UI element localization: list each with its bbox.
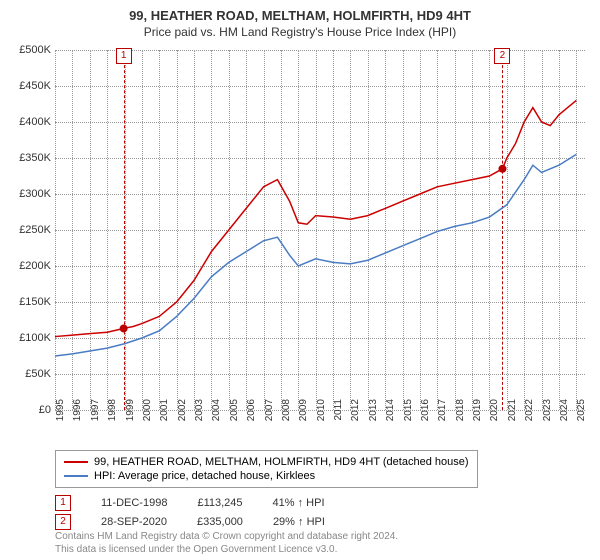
chart-container: 99, HEATHER ROAD, MELTHAM, HOLMFIRTH, HD… [0,0,600,560]
chart-subtitle: Price paid vs. HM Land Registry's House … [0,23,600,45]
legend-swatch [64,461,88,463]
legend-item: HPI: Average price, detached house, Kirk… [64,469,469,483]
sale-date: 28-SEP-2020 [101,516,167,528]
legend-item: 99, HEATHER ROAD, MELTHAM, HOLMFIRTH, HD… [64,455,469,469]
y-axis-label: £500K [1,44,51,56]
y-axis-label: £350K [1,152,51,164]
y-axis-label: £250K [1,224,51,236]
legend-label: HPI: Average price, detached house, Kirk… [94,470,315,482]
y-axis-label: £50K [1,368,51,380]
sale-date: 11-DEC-1998 [101,497,167,509]
sale-pct: 29% ↑ HPI [273,516,325,528]
property-line [55,100,576,336]
sale-marker-box: 2 [55,514,71,530]
legend-label: 99, HEATHER ROAD, MELTHAM, HOLMFIRTH, HD… [94,456,469,468]
sale-pct: 41% ↑ HPI [273,497,325,509]
sale-row: 2 28-SEP-2020 £335,000 29% ↑ HPI [55,514,325,530]
y-axis-label: £450K [1,80,51,92]
y-axis-label: £0 [1,404,51,416]
legend: 99, HEATHER ROAD, MELTHAM, HOLMFIRTH, HD… [55,450,478,488]
sale-marker-dot [120,324,128,332]
sale-price: £113,245 [197,497,242,509]
sale-marker-dot [498,165,506,173]
line-plot [55,50,585,410]
footer-line: This data is licensed under the Open Gov… [55,543,398,556]
legend-swatch [64,475,88,477]
sale-price: £335,000 [197,516,243,528]
y-axis-label: £100K [1,332,51,344]
footer-attribution: Contains HM Land Registry data © Crown c… [55,530,398,556]
plot-area: £0£50K£100K£150K£200K£250K£300K£350K£400… [55,50,585,410]
y-axis-label: £150K [1,296,51,308]
chart-title: 99, HEATHER ROAD, MELTHAM, HOLMFIRTH, HD… [0,0,600,23]
y-axis-label: £400K [1,116,51,128]
sale-row: 1 11-DEC-1998 £113,245 41% ↑ HPI [55,495,325,511]
y-axis-label: £200K [1,260,51,272]
y-axis-label: £300K [1,188,51,200]
footer-line: Contains HM Land Registry data © Crown c… [55,530,398,543]
sale-marker-box: 1 [55,495,71,511]
